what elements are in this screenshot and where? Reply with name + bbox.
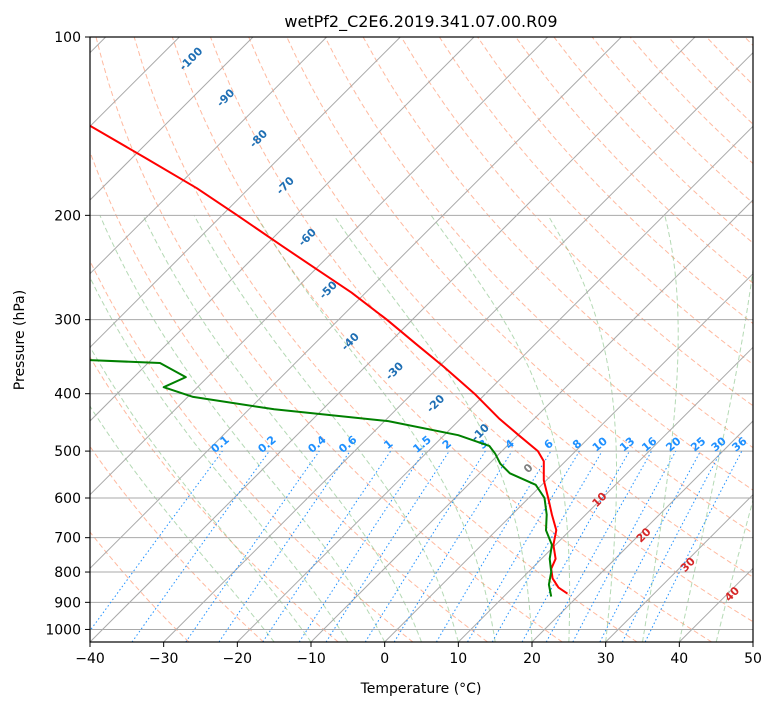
moist-adiabat-line xyxy=(430,215,571,642)
moist-adiabat-line xyxy=(193,215,459,642)
isotherm-line xyxy=(163,51,753,642)
x-tick-label: 30 xyxy=(597,651,615,667)
dry-adiabat-line xyxy=(90,531,190,642)
moist-adiabat-line xyxy=(99,215,386,642)
moist-adiabat-line xyxy=(90,345,312,642)
x-tick-label: −10 xyxy=(296,651,326,667)
dry-adiabat-line xyxy=(90,356,339,642)
isotherm-line xyxy=(384,272,753,642)
x-axis-title: Temperature (°C) xyxy=(360,681,482,697)
dry-adiabat-line xyxy=(95,37,563,642)
x-tick-label: 0 xyxy=(380,651,389,667)
isotherm-line xyxy=(605,493,753,642)
x-tick-label: −40 xyxy=(75,651,105,667)
mixing-ratio-line xyxy=(325,450,450,642)
axes: −40 −30 −20 −10 0 10 20 30 40 50 100 200 300 400 500 60… xyxy=(45,30,762,667)
mixing-ratio-line xyxy=(393,450,513,642)
mixing-ratio-line xyxy=(545,450,653,642)
moist-adiabat-line xyxy=(255,215,496,642)
isotherm-line xyxy=(90,37,254,201)
mixing-ratio-line xyxy=(262,450,392,642)
y-tick-label: 800 xyxy=(54,565,81,581)
isotherm-line xyxy=(90,37,401,349)
y-tick-label: 200 xyxy=(54,208,81,224)
isotherm-line xyxy=(531,420,753,642)
x-tick-label: −30 xyxy=(149,651,179,667)
dry-adiabat-line xyxy=(248,37,753,578)
mixing-ratio-line xyxy=(572,450,677,642)
moist-adiabat-line xyxy=(715,498,753,642)
y-tick-label: 1000 xyxy=(45,622,81,638)
y-axis-title: Pressure (hPa) xyxy=(12,290,28,390)
mixing-ratio-line xyxy=(644,450,743,642)
moist-adiabat-line xyxy=(642,215,679,642)
mixing-ratio-lines xyxy=(90,450,743,642)
dry-adiabat-line xyxy=(438,37,753,366)
x-tick-label: 10 xyxy=(449,651,467,667)
isotherm-line xyxy=(457,346,753,642)
isotherm-line xyxy=(90,37,475,422)
x-tick-label: 40 xyxy=(670,651,688,667)
moist-adiabats xyxy=(90,215,753,642)
moist-adiabat-line xyxy=(547,215,617,642)
y-tick-label: 500 xyxy=(54,444,81,460)
dry-adiabat-line xyxy=(210,37,753,623)
y-tick-label: 100 xyxy=(54,30,81,46)
isotherms xyxy=(90,37,753,642)
isobar-grid xyxy=(90,37,753,630)
x-tick-label: 20 xyxy=(523,651,541,667)
x-tick-label: −20 xyxy=(223,651,253,667)
isotherm-line xyxy=(90,37,549,496)
mixing-ratio-line xyxy=(298,450,425,642)
mixing-ratio-line xyxy=(90,450,223,632)
isotherm-line xyxy=(90,37,696,642)
mixing-ratio-line xyxy=(218,450,351,642)
dry-adiabat-line xyxy=(400,37,753,407)
mixing-ratio-line xyxy=(185,450,320,642)
dry-adiabat-line xyxy=(133,37,638,642)
dry-adiabat-line xyxy=(324,37,753,491)
mixing-ratio-line xyxy=(521,450,630,642)
y-tick-label: 900 xyxy=(54,595,81,611)
moist-adiabat-line xyxy=(142,215,422,642)
y-tick-label: 300 xyxy=(54,313,81,329)
y-tick-label: 600 xyxy=(54,491,81,507)
dry-adiabat-line xyxy=(171,37,712,642)
sounding-profiles xyxy=(90,124,568,597)
isotherm-line xyxy=(90,37,622,570)
isotherm-line xyxy=(310,199,753,642)
dry-adiabat-line xyxy=(90,445,264,642)
x-tick-label: 50 xyxy=(744,651,762,667)
y-tick-label: 400 xyxy=(54,387,81,403)
dry-adiabat-line xyxy=(90,150,488,642)
dewpoint-profile xyxy=(90,359,553,597)
isotherm-line xyxy=(90,37,328,275)
plot-frame xyxy=(89,36,754,643)
dry-adiabat-line xyxy=(515,37,753,284)
y-tick-label: 700 xyxy=(54,531,81,547)
moist-adiabat-line xyxy=(678,265,753,642)
plot-background xyxy=(90,37,753,642)
mixing-ratio-line xyxy=(131,450,270,642)
isotherm-line xyxy=(236,125,753,642)
chart-title: wetPf2_C2E6.2019.341.07.00.R09 xyxy=(284,12,557,32)
temperature-profile xyxy=(90,124,568,595)
